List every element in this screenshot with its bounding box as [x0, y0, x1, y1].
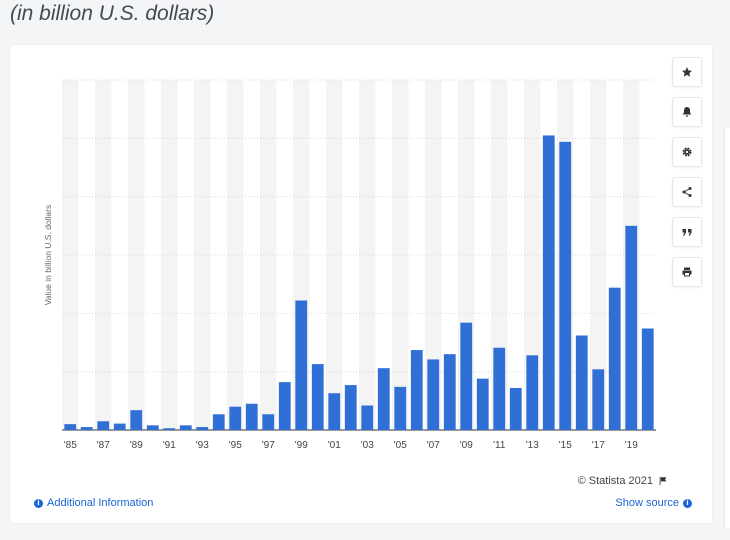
show-source-link[interactable]: Show source i — [615, 497, 696, 509]
background-band — [425, 80, 442, 430]
x-tick-label: '13 — [526, 440, 539, 451]
bar-1995[interactable] — [229, 406, 242, 430]
bar-2006[interactable] — [410, 350, 423, 430]
x-tick-label: '01 — [328, 440, 341, 451]
x-tick-label: '05 — [394, 440, 407, 451]
x-tick-label: '11 — [493, 440, 506, 451]
quote-icon — [682, 229, 692, 236]
bar-1993[interactable] — [196, 427, 209, 430]
bar-1992[interactable] — [179, 425, 192, 430]
bar-2013[interactable] — [526, 355, 539, 430]
x-tick-label: '09 — [460, 440, 473, 451]
bar-2019[interactable] — [625, 225, 638, 430]
copyright-text: © Statista 2021 — [577, 475, 653, 487]
background-band — [392, 80, 409, 430]
favorite-button[interactable] — [672, 57, 702, 87]
background-band — [95, 80, 112, 430]
additional-information-label: Additional Information — [47, 497, 154, 509]
background-band — [227, 80, 244, 430]
x-tick-label: '17 — [592, 440, 605, 451]
flag-icon — [659, 476, 667, 486]
cite-button[interactable] — [672, 217, 702, 247]
background-band — [590, 80, 607, 430]
bar-1999[interactable] — [295, 300, 308, 431]
bar-2007[interactable] — [427, 359, 440, 430]
notification-button[interactable] — [672, 97, 702, 127]
share-button[interactable] — [672, 177, 702, 207]
bar-2001[interactable] — [328, 393, 341, 430]
background-band — [524, 80, 541, 430]
x-tick-label: '95 — [229, 440, 242, 451]
background-band — [359, 80, 376, 430]
bar-1997[interactable] — [262, 414, 275, 430]
additional-information-link[interactable]: i Additional Information — [30, 497, 153, 509]
x-tick-label: '93 — [196, 440, 209, 451]
bar-2003[interactable] — [361, 405, 374, 431]
bar-1985[interactable] — [64, 424, 77, 430]
bar-2009[interactable] — [460, 322, 473, 430]
print-icon — [682, 267, 692, 277]
x-tick-label: '85 — [64, 440, 77, 451]
bar-2016[interactable] — [575, 335, 588, 431]
bar-1988[interactable] — [113, 423, 126, 430]
bar-2000[interactable] — [311, 364, 324, 430]
print-button[interactable] — [672, 257, 702, 287]
y-axis-label: Value in billion U.S. dollars — [43, 204, 53, 306]
chart-toolbar — [672, 57, 702, 297]
x-tick-label: '19 — [625, 440, 638, 451]
background-band — [62, 80, 79, 430]
grid-lines — [62, 79, 656, 431]
x-tick-label: '07 — [427, 440, 440, 451]
bar-1998[interactable] — [278, 382, 291, 430]
x-tick-label: '15 — [559, 440, 572, 451]
background-band — [161, 80, 178, 430]
settings-button[interactable] — [672, 137, 702, 167]
adjacent-panel-edge — [724, 128, 730, 528]
x-tick-label: '91 — [163, 440, 176, 451]
bar-2011[interactable] — [493, 347, 506, 430]
bar-1991[interactable] — [163, 428, 176, 430]
bar-2017[interactable] — [592, 369, 605, 430]
bar-2004[interactable] — [377, 368, 390, 430]
x-tick-labels: '85 '87 '89 '91 '93 '95 '97 '99 '01 '03 '05 '07 '09 '… — [64, 440, 638, 451]
bar-2010[interactable] — [476, 378, 489, 430]
bar-2002[interactable] — [344, 385, 357, 430]
background-band — [326, 80, 343, 430]
x-tick-label: '89 — [130, 440, 143, 451]
gear-icon — [682, 147, 692, 157]
bar-2014[interactable] — [542, 135, 555, 431]
info-icon: i — [683, 498, 692, 508]
bar-2020[interactable] — [641, 328, 654, 431]
star-icon — [682, 67, 692, 77]
background-band — [194, 80, 211, 430]
bell-icon — [683, 107, 691, 117]
bar-2018[interactable] — [608, 287, 621, 430]
background-band — [260, 80, 277, 430]
bar-1996[interactable] — [245, 403, 258, 430]
bar-2015[interactable] — [559, 141, 572, 430]
bar-1989[interactable] — [130, 410, 143, 430]
bar-2008[interactable] — [443, 354, 456, 430]
show-source-label: Show source — [615, 497, 679, 509]
x-tick-label: '97 — [262, 440, 275, 451]
bar-1987[interactable] — [97, 421, 110, 430]
x-tick-label: '03 — [361, 440, 374, 451]
bar-2005[interactable] — [394, 386, 407, 430]
background-band — [491, 80, 508, 430]
copyright: © Statista 2021 — [578, 475, 668, 487]
bar-2012[interactable] — [509, 388, 522, 430]
share-icon — [682, 187, 692, 197]
chart-subtitle: (in billion U.S. dollars) — [10, 2, 215, 25]
x-tick-label: '99 — [295, 440, 308, 451]
background-band — [128, 80, 145, 430]
bars — [64, 135, 654, 431]
info-icon: i — [34, 498, 43, 508]
bar-1994[interactable] — [212, 414, 225, 430]
bar-1986[interactable] — [80, 427, 93, 430]
x-tick-label: '87 — [97, 440, 110, 451]
bar-1990[interactable] — [146, 425, 159, 430]
